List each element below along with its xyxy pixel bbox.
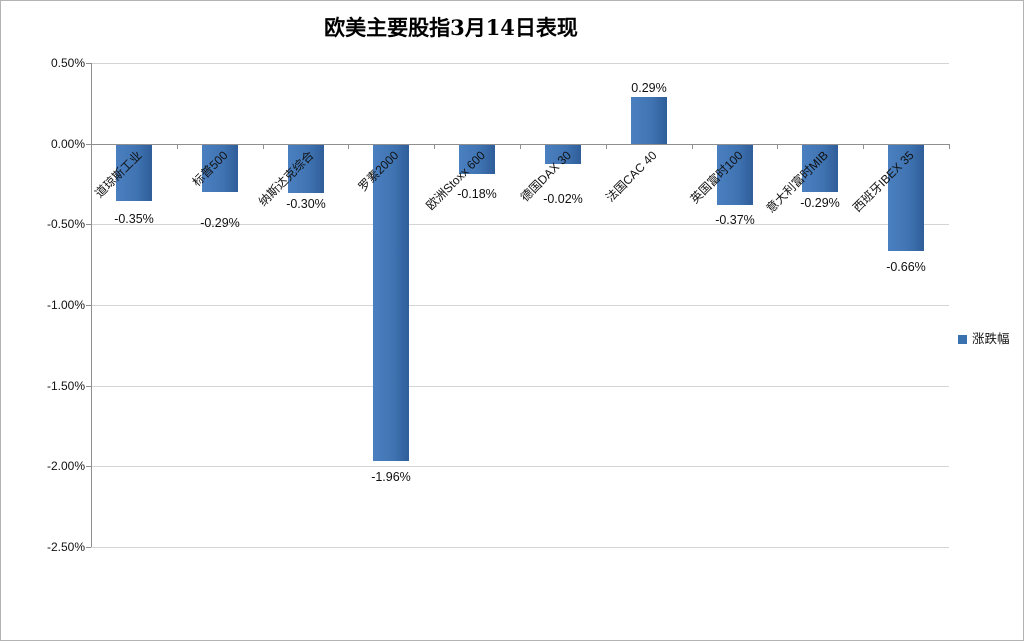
chart-bar <box>888 145 924 251</box>
y-axis-tick <box>86 466 91 467</box>
chart-title: 欧美主要股指3月14日表现 <box>324 15 578 40</box>
y-axis-label: -2.00% <box>46 459 85 473</box>
value-label: 0.29% <box>631 81 667 95</box>
value-label: -0.30% <box>286 197 326 211</box>
value-label: -1.96% <box>371 470 411 484</box>
gridline <box>91 386 949 387</box>
legend: 涨跌幅 <box>958 332 1010 346</box>
chart-bar <box>802 145 838 192</box>
chart-bar <box>717 145 753 205</box>
chart-bar <box>202 145 238 192</box>
y-axis-line <box>91 63 92 547</box>
legend-swatch-icon <box>958 334 967 344</box>
value-label: -0.18% <box>457 187 497 201</box>
value-label: -0.02% <box>543 192 583 206</box>
category-axis-tick <box>606 144 607 149</box>
category-axis-tick <box>949 144 950 149</box>
category-axis-tick <box>177 144 178 149</box>
chart-bar <box>373 145 409 461</box>
category-axis-tick <box>434 144 435 149</box>
y-axis-tick <box>86 386 91 387</box>
y-axis-tick <box>86 305 91 306</box>
y-axis-label: -1.50% <box>46 379 85 393</box>
gridline <box>91 547 949 548</box>
gridline <box>91 466 949 467</box>
category-axis-tick <box>692 144 693 149</box>
y-axis-label: -1.00% <box>46 298 85 312</box>
y-axis-label: -2.50% <box>46 540 85 554</box>
chart-bar <box>288 145 324 193</box>
category-axis-tick <box>348 144 349 149</box>
category-axis-tick <box>863 144 864 149</box>
gridline <box>91 305 949 306</box>
value-label: -0.66% <box>886 260 926 274</box>
y-axis-label: 0.50% <box>50 56 85 70</box>
chart-bar <box>459 145 495 174</box>
y-axis-label: -0.50% <box>46 217 85 231</box>
y-axis-label: 0.00% <box>50 137 85 151</box>
category-label: 欧洲Stoxx 600 <box>422 148 488 213</box>
y-axis-tick <box>86 144 91 145</box>
chart-bar <box>116 145 152 201</box>
y-axis-tick <box>86 63 91 64</box>
category-axis-tick <box>520 144 521 149</box>
gridline <box>91 63 949 64</box>
y-axis-tick <box>86 224 91 225</box>
value-label: -0.37% <box>715 213 755 227</box>
category-axis-tick <box>91 144 92 149</box>
value-label: -0.29% <box>200 216 240 230</box>
value-label: -0.35% <box>114 212 154 226</box>
gridline <box>91 224 949 225</box>
chart-bar <box>631 97 667 144</box>
y-axis-tick <box>86 547 91 548</box>
chart-bar <box>545 145 581 164</box>
category-label: 法国CAC 40 <box>603 148 660 205</box>
legend-series-label: 涨跌幅 <box>972 332 1010 346</box>
category-axis-tick <box>777 144 778 149</box>
value-label: -0.29% <box>800 196 840 210</box>
category-axis-tick <box>263 144 264 149</box>
